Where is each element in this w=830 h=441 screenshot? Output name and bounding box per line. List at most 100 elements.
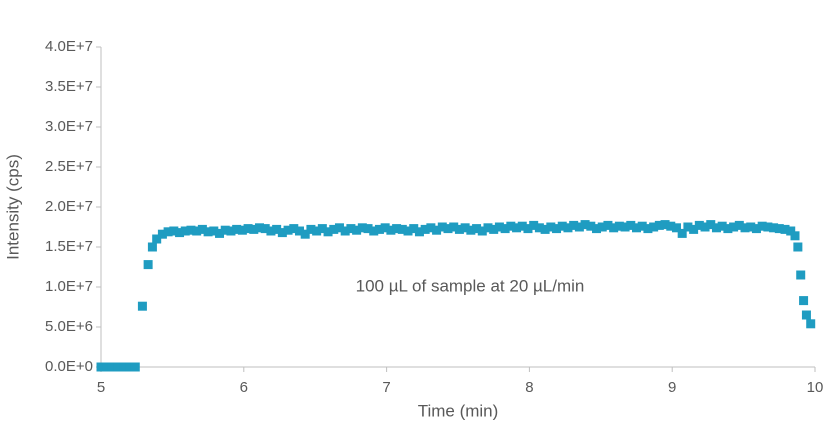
marker — [677, 228, 687, 238]
marker — [272, 224, 282, 234]
y-tick-label: 4.0E+7 — [45, 38, 93, 55]
marker — [163, 227, 173, 237]
marker — [626, 220, 636, 230]
marker — [340, 226, 350, 236]
marker — [643, 224, 653, 234]
marker — [119, 362, 129, 372]
marker — [403, 226, 413, 236]
marker — [563, 223, 573, 233]
marker — [534, 223, 544, 233]
marker — [312, 226, 322, 236]
marker — [289, 224, 299, 234]
marker — [660, 220, 670, 230]
marker — [546, 222, 556, 232]
marker — [597, 222, 607, 232]
marker — [580, 220, 590, 230]
marker — [414, 227, 424, 237]
y-axis-title: Intensity (cps) — [3, 154, 22, 260]
marker — [489, 224, 499, 234]
marker — [329, 224, 339, 234]
marker — [620, 222, 630, 232]
marker — [477, 226, 487, 236]
marker — [215, 228, 225, 238]
marker — [689, 224, 699, 234]
marker — [614, 221, 624, 231]
marker — [483, 223, 493, 233]
marker — [369, 226, 379, 236]
marker — [220, 225, 230, 235]
marker — [169, 226, 179, 236]
marker — [774, 224, 784, 234]
marker — [323, 227, 333, 237]
x-tick-label: 7 — [382, 379, 390, 396]
marker — [96, 362, 106, 372]
marker — [632, 223, 641, 233]
marker — [392, 224, 402, 234]
marker — [334, 223, 344, 233]
marker — [552, 224, 562, 234]
marker — [147, 242, 157, 252]
marker — [420, 224, 430, 234]
marker — [260, 224, 270, 234]
marker — [386, 225, 396, 235]
marker — [506, 221, 516, 231]
marker — [523, 224, 533, 234]
marker — [397, 224, 407, 234]
marker — [790, 231, 800, 241]
x-tick-label: 10 — [807, 379, 824, 396]
y-tick-label: 2.5E+7 — [45, 158, 93, 175]
marker — [780, 224, 790, 234]
marker — [357, 223, 367, 233]
marker — [472, 224, 482, 234]
marker — [432, 225, 442, 235]
marker — [494, 222, 504, 232]
marker — [175, 228, 185, 238]
marker — [569, 220, 579, 230]
y-tick-label: 2.0E+7 — [45, 198, 93, 215]
marker — [500, 224, 510, 234]
marker — [609, 223, 619, 233]
marker — [443, 224, 453, 234]
marker — [125, 362, 135, 372]
marker — [757, 221, 767, 231]
marker — [717, 221, 727, 231]
marker — [586, 221, 596, 231]
marker — [352, 225, 362, 235]
marker — [801, 310, 811, 320]
marker — [592, 224, 602, 234]
marker — [249, 224, 259, 234]
marker — [706, 220, 716, 230]
marker — [192, 226, 202, 236]
marker — [409, 224, 419, 234]
marker — [317, 224, 327, 234]
marker — [654, 220, 664, 230]
marker — [603, 220, 613, 230]
y-tick-label: 3.0E+7 — [45, 118, 93, 135]
marker — [186, 225, 196, 235]
marker — [157, 229, 167, 239]
marker — [180, 226, 190, 236]
marker — [426, 223, 436, 233]
marker — [512, 223, 522, 233]
marker — [237, 225, 247, 235]
marker — [740, 223, 750, 233]
y-tick-label: 1.5E+7 — [45, 238, 93, 255]
marker — [649, 222, 659, 232]
marker — [437, 222, 447, 232]
marker — [380, 223, 390, 233]
marker — [454, 224, 464, 234]
marker — [102, 362, 112, 372]
x-tick-label: 8 — [525, 379, 533, 396]
marker — [557, 221, 567, 231]
marker — [700, 222, 710, 232]
marker — [751, 224, 761, 234]
x-tick-label: 5 — [97, 379, 105, 396]
marker — [152, 234, 162, 244]
marker — [449, 222, 459, 232]
x-tick-label: 6 — [240, 379, 248, 396]
marker — [277, 228, 287, 238]
marker — [746, 222, 756, 232]
marker — [540, 224, 550, 234]
marker — [769, 223, 779, 233]
marker — [517, 221, 527, 231]
